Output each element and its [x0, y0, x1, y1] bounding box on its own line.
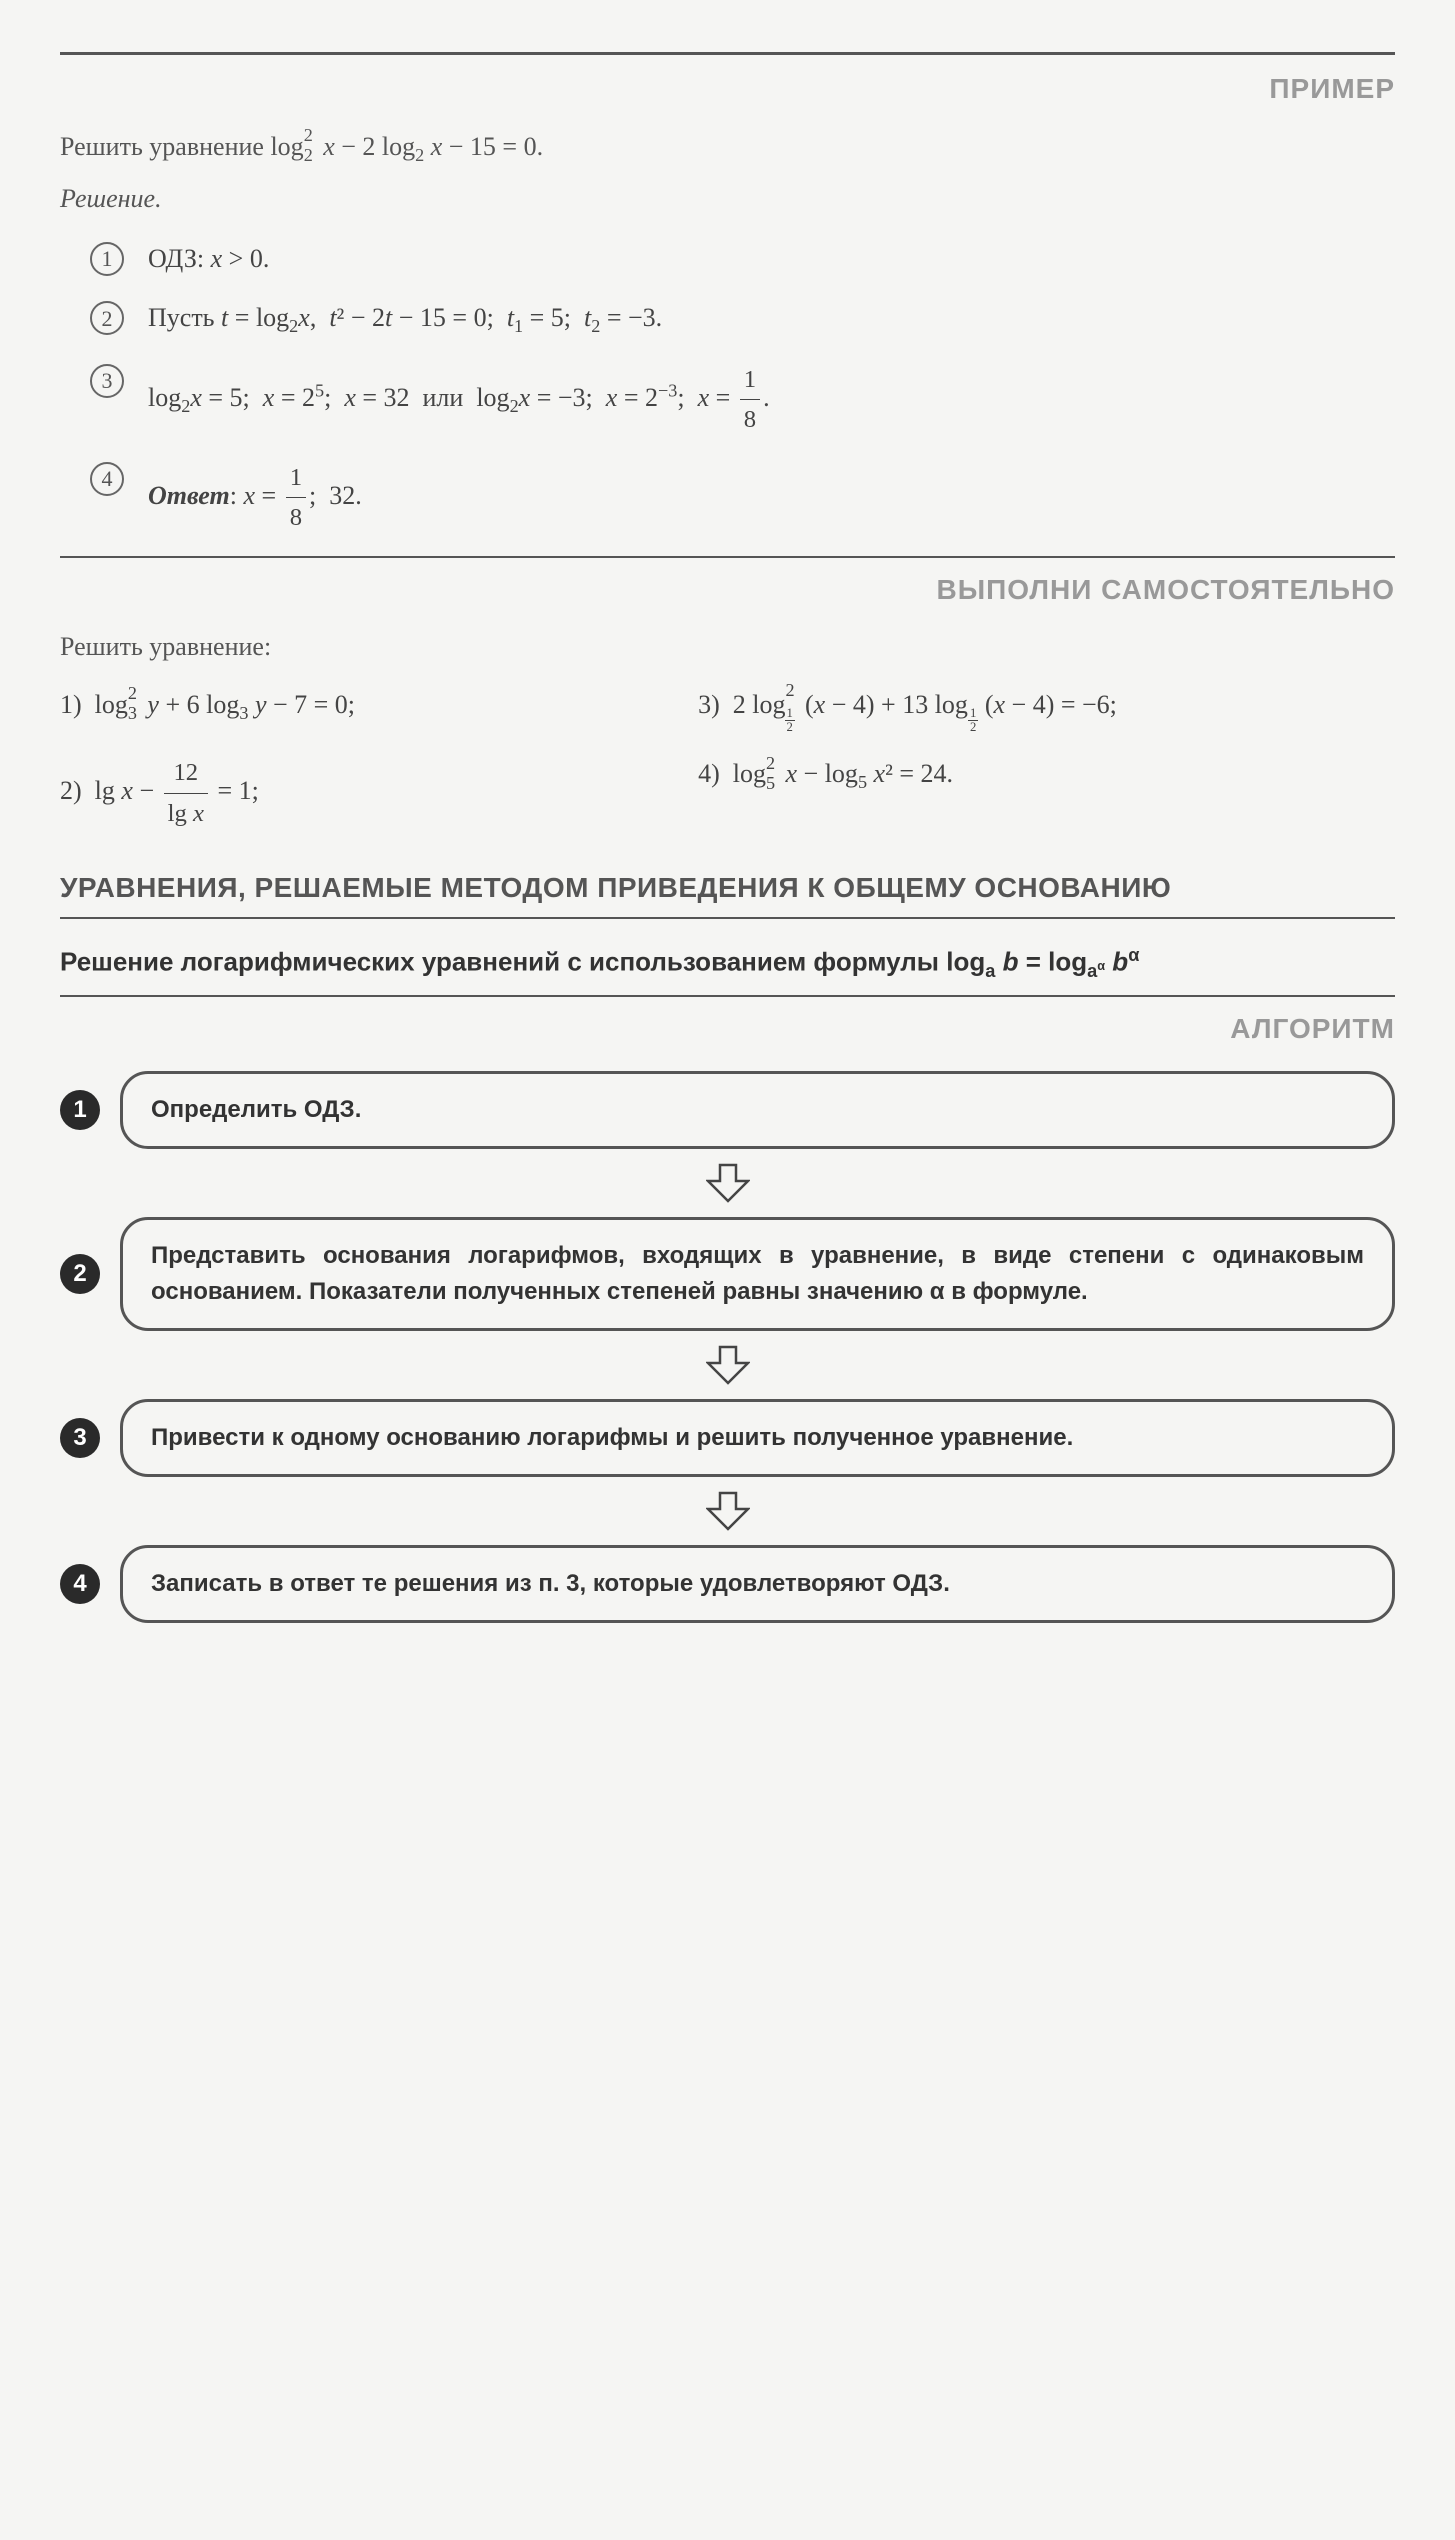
example-steps: 1 ОДЗ: x > 0. 2 Пусть t = log2x, t² − 2t…	[90, 238, 1395, 538]
arrow-down-icon	[60, 1491, 1395, 1531]
label-example: ПРИМЕР	[60, 67, 1395, 112]
step-num: 4	[90, 462, 124, 496]
step-body: ОДЗ: x > 0.	[148, 238, 269, 280]
step-2: 2 Пусть t = log2x, t² − 2t − 15 = 0; t1 …	[90, 297, 1395, 341]
step-1: 1 ОДЗ: x > 0.	[90, 238, 1395, 280]
subheading: Решение логарифмических уравнений с испо…	[60, 943, 1395, 984]
step-4: 4 Ответ: x = 18; 32.	[90, 458, 1395, 538]
step-3: 3 log2x = 5; x = 25; x = 32 или log2x = …	[90, 360, 1395, 440]
algo-box: Записать в ответ те решения из п. 3, кот…	[120, 1545, 1395, 1623]
algo-box: Привести к одному основанию логарифмы и …	[120, 1399, 1395, 1477]
problem-prefix: Решить уравнение	[60, 132, 270, 161]
label-solution: Решение.	[60, 178, 1395, 220]
algo-num: 2	[60, 1254, 100, 1294]
problem-math: log22 x − 2 log2 x − 15 = 0.	[270, 132, 543, 161]
example-problem: Решить уравнение log22 x − 2 log2 x − 15…	[60, 126, 1395, 170]
algo-step-3: 3 Привести к одному основанию логарифмы …	[60, 1399, 1395, 1477]
step-body: Ответ: x = 18; 32.	[148, 458, 362, 538]
arrow-down-icon	[60, 1163, 1395, 1203]
exercise-list: 1) log23 y + 6 log3 y − 7 = 0; 3) 2 log2…	[60, 684, 1395, 833]
step-body: log2x = 5; x = 25; x = 32 или log2x = −3…	[148, 360, 770, 440]
exercise-3: 3) 2 log212 (x − 4) + 13 log12 (x − 4) =…	[698, 684, 1419, 733]
exercise-1: 1) log23 y + 6 log3 y − 7 = 0;	[60, 684, 674, 733]
heading-main: УРАВНЕНИЯ, РЕШАЕМЫЕ МЕТОДОМ ПРИВЕДЕНИЯ К…	[60, 869, 1395, 907]
algo-num: 3	[60, 1418, 100, 1458]
label-selfwork: ВЫПОЛНИ САМОСТОЯТЕЛЬНО	[60, 568, 1395, 613]
algo-box: Определить ОДЗ.	[120, 1071, 1395, 1149]
algo-step-2: 2 Представить основания логарифмов, вход…	[60, 1217, 1395, 1331]
rule-mid	[60, 556, 1395, 558]
algo-box: Представить основания логарифмов, входящ…	[120, 1217, 1395, 1331]
algorithm-flow: 1 Определить ОДЗ. 2 Представить основани…	[60, 1071, 1395, 1623]
algo-step-4: 4 Записать в ответ те решения из п. 3, к…	[60, 1545, 1395, 1623]
step-num: 3	[90, 364, 124, 398]
step-num: 2	[90, 301, 124, 335]
arrow-down-icon	[60, 1345, 1395, 1385]
algo-num: 1	[60, 1090, 100, 1130]
step-body: Пусть t = log2x, t² − 2t − 15 = 0; t1 = …	[148, 297, 662, 341]
exercise-2: 2) lg x − 12lg x = 1;	[60, 753, 674, 833]
rule-heading	[60, 917, 1395, 919]
algo-step-1: 1 Определить ОДЗ.	[60, 1071, 1395, 1149]
exercise-4: 4) log25 x − log5 x² = 24.	[698, 753, 1419, 833]
rule-sub	[60, 995, 1395, 997]
algo-num: 4	[60, 1564, 100, 1604]
rule-top	[60, 52, 1395, 55]
exercise-intro: Решить уравнение:	[60, 626, 1395, 668]
step-num: 1	[90, 242, 124, 276]
label-algorithm: АЛГОРИТМ	[60, 1007, 1395, 1052]
